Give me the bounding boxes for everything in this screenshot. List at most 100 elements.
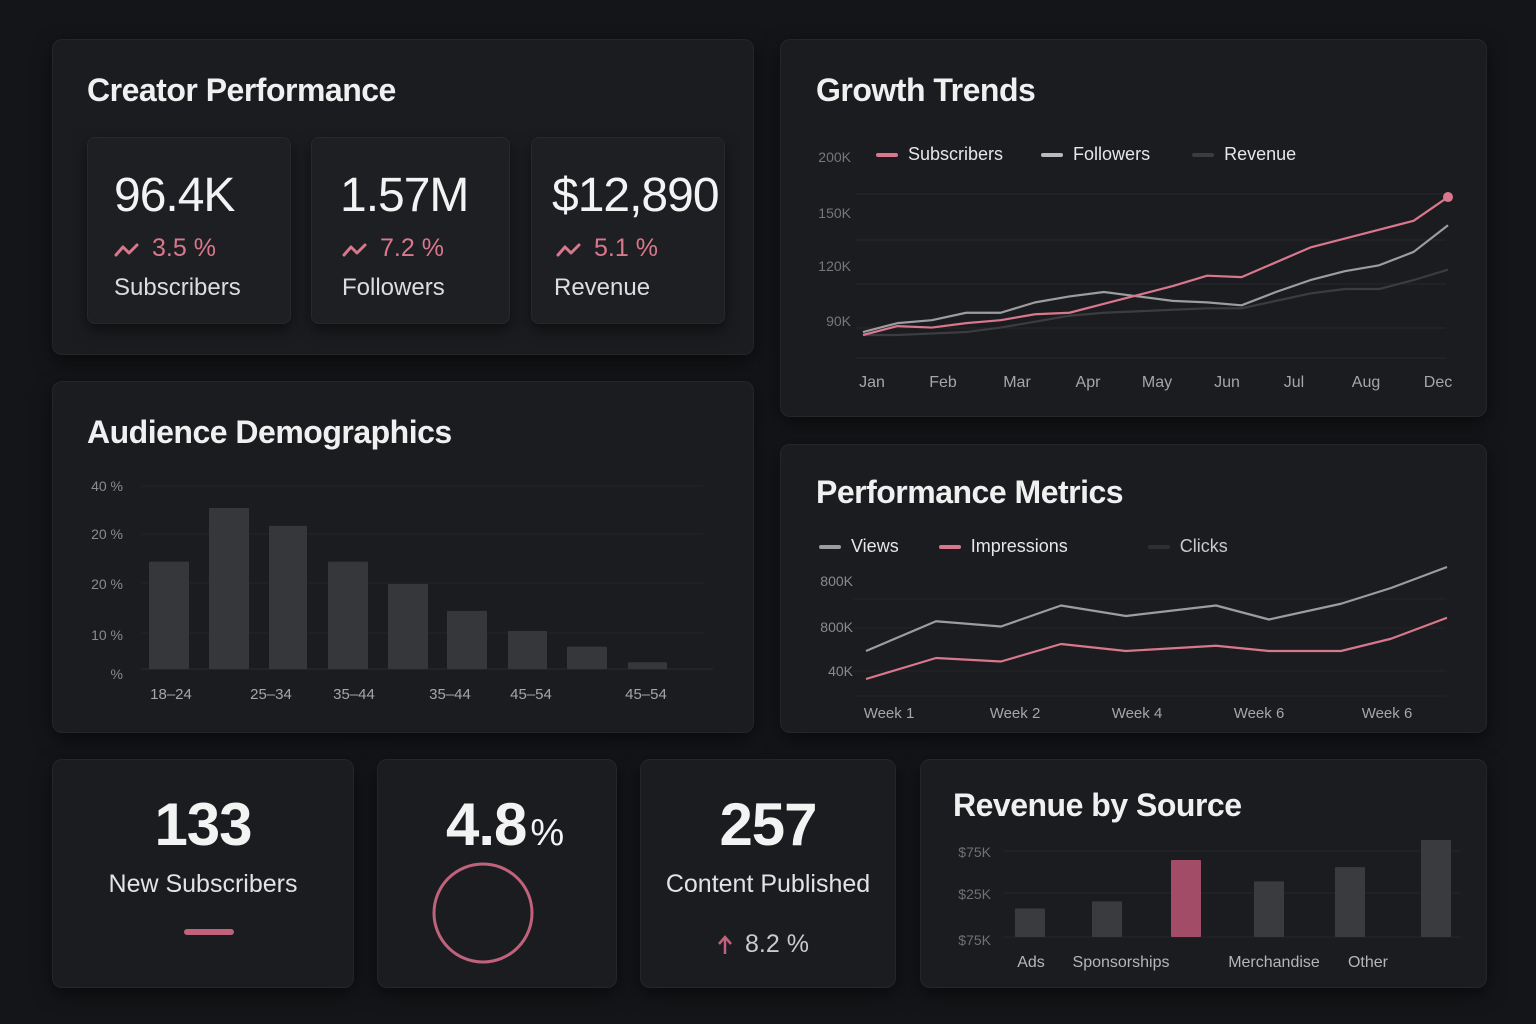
series-line-revenue (863, 268, 1449, 337)
bar (1335, 867, 1365, 937)
x-tick-label: Jun (1214, 374, 1240, 391)
legend-item-followers[interactable]: Followers (1041, 144, 1150, 165)
legend-label: Revenue (1224, 144, 1297, 164)
x-tick-label: Feb (929, 374, 957, 391)
performance-metrics-chart: 800K 800K 40K Week 1 Week 2 Week 4 Week 6 Week … (820, 565, 1448, 722)
bar (149, 561, 189, 669)
x-tick-label: Jul (1284, 374, 1304, 391)
rate-unit: % (530, 812, 564, 854)
legend-label: Followers (1073, 144, 1151, 164)
x-tick-label: 25–34 (250, 686, 292, 703)
trend-up-icon (556, 243, 581, 256)
y-tick-label: 200K (818, 149, 851, 165)
revenue-by-source-title: Revenue by Source (953, 787, 1242, 823)
rate-number: 4.8 (446, 791, 527, 858)
x-tick-label: Week 6 (1362, 705, 1413, 722)
legend-label: Subscribers (908, 144, 1004, 164)
creator-performance-title: Creator Performance (87, 72, 396, 108)
kpi-card-subscribers[interactable]: 96.4K 3.5 % Subscribers (87, 137, 291, 324)
x-tick-label: Jan (859, 374, 885, 391)
x-tick-label: Ads (1017, 954, 1045, 971)
y-tick-label: 120K (818, 258, 851, 274)
kpi-delta: 3.5 % (114, 234, 216, 263)
content-published-value: 257 (719, 791, 817, 858)
series-line-impressions (865, 616, 1448, 681)
series-line-subscribers (862, 196, 1449, 337)
y-tick-label: 20 % (91, 576, 123, 592)
kpi-card-revenue[interactable]: $12,890 5.1 % Revenue (531, 137, 725, 324)
new-subscribers-card[interactable]: 133 New Subscribers (52, 759, 354, 988)
legend-item-views[interactable]: Views (819, 536, 899, 557)
kpi-value: 96.4K (114, 169, 235, 222)
arrow-up-icon (718, 934, 732, 954)
kpi-value: $12,890 (552, 169, 720, 222)
creator-performance-panel: Creator Performance 96.4K 3.5 % Subscrib… (52, 39, 754, 355)
y-tick-label: 800K (820, 619, 853, 635)
legend-item-revenue[interactable]: Revenue (1192, 144, 1296, 165)
series-line-followers (862, 224, 1449, 334)
bar (1092, 901, 1122, 937)
x-tick-label: 35–44 (333, 686, 375, 703)
series-line-views (865, 565, 1448, 653)
x-tick-label: Week 6 (1234, 705, 1285, 722)
kpi-delta-value: 7.2 % (380, 234, 444, 262)
content-published-card[interactable]: 257 Content Published 8.2 % (640, 759, 896, 988)
growth-trends-panel: Growth Trends Subscribers Followers Reve… (780, 39, 1487, 417)
bar (1254, 881, 1284, 937)
bar (567, 646, 607, 669)
y-tick-label: 40K (828, 663, 854, 679)
x-tick-label: Apr (1076, 374, 1102, 391)
legend-label: Impressions (970, 536, 1068, 556)
indicator-bar (184, 929, 234, 935)
x-tick-label: Merchandise (1228, 954, 1320, 971)
x-tick-label: Week 4 (1112, 705, 1163, 722)
x-tick-label: 35–44 (429, 686, 471, 703)
y-tick-label: 800K (820, 573, 853, 589)
growth-trends-chart: 200K 150K 120K 90K Jan Feb Mar Apr May Jun Jul Aug D… (818, 149, 1453, 391)
kpi-delta-value: 3.5 % (152, 234, 216, 262)
y-tick-label: 90K (826, 313, 852, 329)
ring-icon (432, 862, 534, 964)
trend-up-icon (342, 243, 367, 256)
kpi-delta-value: 5.1 % (594, 234, 658, 262)
legend-item-impressions[interactable]: Impressions (938, 536, 1068, 557)
audience-demographics-panel: Audience Demographics 40 % 20 % 20 % 10 %% 1… (52, 381, 754, 733)
performance-metrics-legend: Views Impressions Clicks (819, 536, 1228, 557)
bar (328, 561, 368, 669)
bar (269, 525, 307, 669)
kpi-delta: 7.2 % (342, 234, 444, 263)
audience-demographics-title: Audience Demographics (87, 414, 452, 450)
kpi-card-followers[interactable]: 1.57M 7.2 % Followers (311, 137, 510, 324)
revenue-by-source-chart: $75K $25K $75K Ads Sponsorships Merchandise Ot… (958, 840, 1461, 971)
growth-trends-title: Growth Trends (816, 72, 1036, 108)
legend-item-subscribers[interactable]: Subscribers (876, 144, 1003, 165)
legend-swatch (1041, 152, 1064, 157)
bar (628, 662, 667, 669)
x-tick-label: 18–24 (150, 686, 192, 703)
kpi-label: Revenue (554, 274, 651, 301)
y-tick-label: 20 % (91, 526, 123, 542)
kpi-delta: 5.1 % (556, 234, 658, 263)
legend-label: Views (851, 536, 899, 556)
y-tick-label: 40 % (91, 478, 123, 494)
x-tick-label: May (1142, 374, 1172, 391)
legend-swatch (938, 544, 961, 549)
x-tick-label: 45–54 (625, 686, 667, 703)
growth-trends-legend: Subscribers Followers Revenue (876, 144, 1296, 165)
legend-swatch (1147, 544, 1170, 549)
audience-demographics-chart: 40 % 20 % 20 % 10 %% 18–24 25–34 35–44 35–44 45–… (91, 478, 713, 703)
legend-swatch (1192, 152, 1215, 157)
series-end-marker (1443, 192, 1453, 203)
rate-card[interactable]: 4.8% (377, 759, 617, 988)
legend-item-clicks[interactable]: Clicks (1147, 536, 1228, 557)
x-tick-label: Week 2 (990, 705, 1041, 722)
bar (508, 630, 547, 669)
bar (388, 584, 428, 669)
bar (1015, 908, 1045, 937)
y-tick-label: 10 % (91, 627, 123, 643)
revenue-by-source-panel: Revenue by Source $75K $25K $75K Ads Sponsor… (920, 759, 1487, 988)
content-published-delta: 8.2 % (717, 930, 809, 959)
bar (1421, 840, 1451, 937)
bar-highlighted (1171, 859, 1201, 937)
x-tick-label: Dec (1424, 374, 1452, 391)
